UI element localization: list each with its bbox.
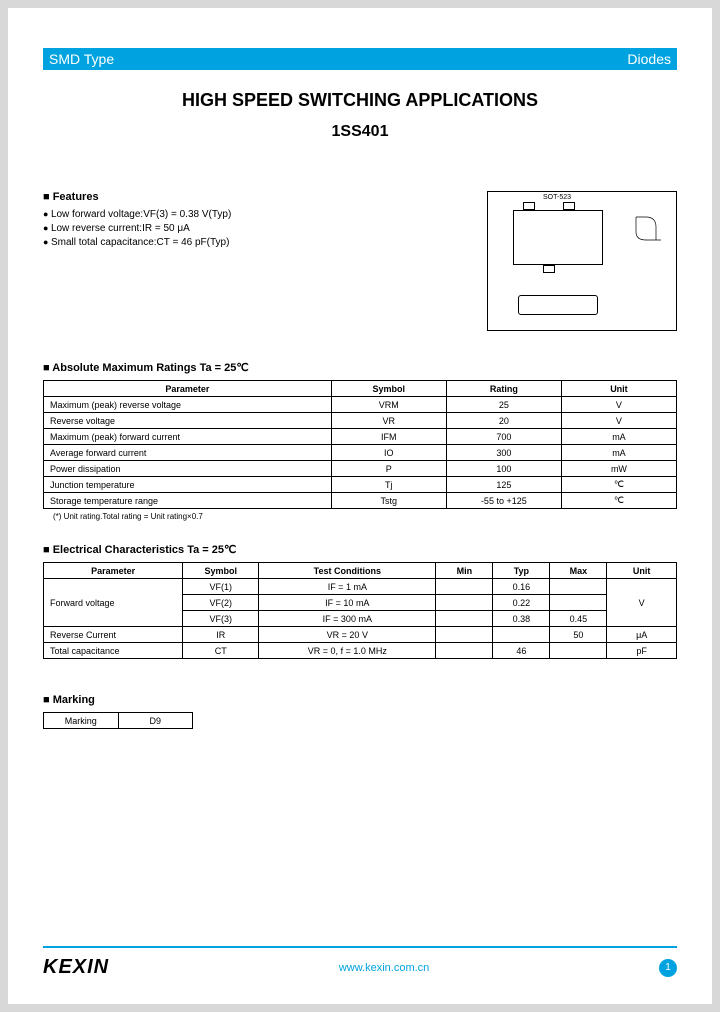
pkg-outline-icon xyxy=(513,210,603,265)
table-row: Average forward currentIO300mA xyxy=(44,445,677,461)
elec-char-heading: Electrical Characteristics Ta = 25℃ xyxy=(43,543,677,556)
header-right: Diodes xyxy=(627,51,671,67)
abs-max-section: Absolute Maximum Ratings Ta = 25℃ Parame… xyxy=(43,361,677,521)
header-left: SMD Type xyxy=(49,51,114,67)
table-row: Storage temperature rangeTstg-55 to +125… xyxy=(44,493,677,509)
package-diagram: SOT-523 xyxy=(487,191,677,331)
table-row: Maximum (peak) reverse voltageVRM25V xyxy=(44,397,677,413)
table-row: Reverse voltageVR20V xyxy=(44,413,677,429)
brand-logo: KEXIN xyxy=(43,956,109,979)
col-header: Parameter xyxy=(44,381,332,397)
table-row: Reverse Current IR VR = 20 V 50 μA xyxy=(44,627,677,643)
col-header: Unit xyxy=(561,381,676,397)
pkg-bottom-icon xyxy=(518,295,598,315)
features-block: Features Low forward voltage:VF(3) = 0.3… xyxy=(43,191,231,331)
pkg-pin-icon xyxy=(543,265,555,273)
col-header: Symbol xyxy=(331,381,446,397)
col-header: Rating xyxy=(446,381,561,397)
footer-url: www.kexin.com.cn xyxy=(339,962,429,974)
table-row: Power dissipationP100mW xyxy=(44,461,677,477)
marking-section: Marking Marking D9 xyxy=(43,694,677,729)
table-header-row: Parameter Symbol Test Conditions Min Typ… xyxy=(44,563,677,579)
page-footer: KEXIN www.kexin.com.cn 1 xyxy=(43,946,677,979)
part-number: 1SS401 xyxy=(43,123,677,141)
pkg-pin-icon xyxy=(563,202,575,210)
features-heading: Features xyxy=(43,191,231,203)
table-row: Maximum (peak) forward currentIFM700mA xyxy=(44,429,677,445)
elec-char-section: Electrical Characteristics Ta = 25℃ Para… xyxy=(43,543,677,659)
marking-heading: Marking xyxy=(43,694,677,706)
abs-max-table: Parameter Symbol Rating Unit Maximum (pe… xyxy=(43,380,677,509)
header-bar: SMD Type Diodes xyxy=(43,48,677,70)
feature-item: Low forward voltage:VF(3) = 0.38 V(Typ) xyxy=(43,209,231,220)
table-row: Marking D9 xyxy=(44,713,193,729)
marking-table: Marking D9 xyxy=(43,712,193,729)
footer-divider xyxy=(43,946,677,948)
document-title: HIGH SPEED SWITCHING APPLICATIONS xyxy=(43,90,677,111)
feature-item: Low reverse current:IR = 50 μA xyxy=(43,223,231,234)
feature-item: Small total capacitance:CT = 46 pF(Typ) xyxy=(43,237,231,248)
table-row: Junction temperatureTj125℃ xyxy=(44,477,677,493)
elec-char-table: Parameter Symbol Test Conditions Min Typ… xyxy=(43,562,677,659)
abs-max-footnote: (*) Unit rating.Total rating = Unit rati… xyxy=(43,512,677,521)
pkg-pin-icon xyxy=(523,202,535,210)
table-row: Total capacitance CT VR = 0, f = 1.0 MHz… xyxy=(44,643,677,659)
pkg-side-icon xyxy=(631,212,666,262)
package-label: SOT-523 xyxy=(543,194,571,201)
abs-max-heading: Absolute Maximum Ratings Ta = 25℃ xyxy=(43,361,677,374)
table-header-row: Parameter Symbol Rating Unit xyxy=(44,381,677,397)
page-number: 1 xyxy=(659,959,677,977)
table-row: Forward voltage VF(1) IF = 1 mA 0.16 V xyxy=(44,579,677,595)
